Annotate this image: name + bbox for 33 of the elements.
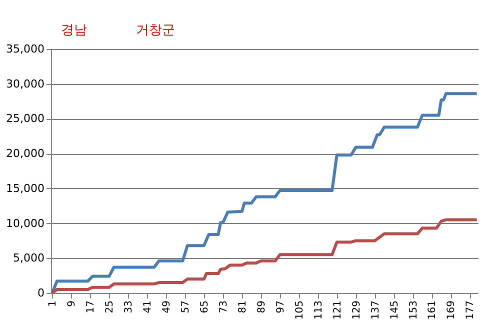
y-tick-label: 0 [38, 286, 44, 300]
y-tick-label: 5,000 [13, 252, 44, 265]
x-tick-label: 33 [124, 300, 135, 314]
x-tick-label: 25 [104, 300, 116, 314]
y-tick-label: 30,000 [6, 77, 44, 90]
x-tick-label: 1 [48, 300, 59, 307]
x-tick-label: 113 [313, 300, 324, 320]
x-tick-label: 81 [237, 300, 248, 314]
x-tick-label: 137 [370, 300, 382, 320]
x-tick-label: 105 [294, 300, 306, 320]
chart-title: 경남 [61, 23, 87, 38]
x-tick-label: 89 [256, 300, 268, 314]
y-tick-label: 25,000 [6, 112, 44, 126]
x-tick-label: 17 [86, 300, 97, 314]
x-tick-label: 57 [180, 300, 192, 314]
x-tick-label: 41 [142, 300, 154, 314]
x-tick-label: 129 [351, 300, 362, 320]
x-tick-label: 49 [162, 300, 173, 314]
x-tick-label: 97 [275, 300, 286, 314]
x-tick-label: 121 [332, 300, 344, 320]
x-tick-label: 73 [218, 300, 230, 314]
y-tick-label: 10,000 [6, 216, 44, 230]
x-tick-label: 169 [446, 300, 458, 320]
y-tick-label: 20,000 [6, 147, 44, 160]
x-tick-label: 145 [389, 300, 400, 320]
y-tick-label: 15,000 [6, 182, 44, 195]
x-tick-label: 161 [427, 300, 438, 320]
text: 거창군 [136, 23, 175, 38]
x-tick-label: 177 [465, 300, 476, 320]
x-tick-label: 65 [200, 300, 211, 314]
x-tick-label: 9 [66, 300, 78, 307]
x-tick-label: 153 [408, 300, 420, 320]
y-tick-label: 35,000 [6, 42, 44, 56]
